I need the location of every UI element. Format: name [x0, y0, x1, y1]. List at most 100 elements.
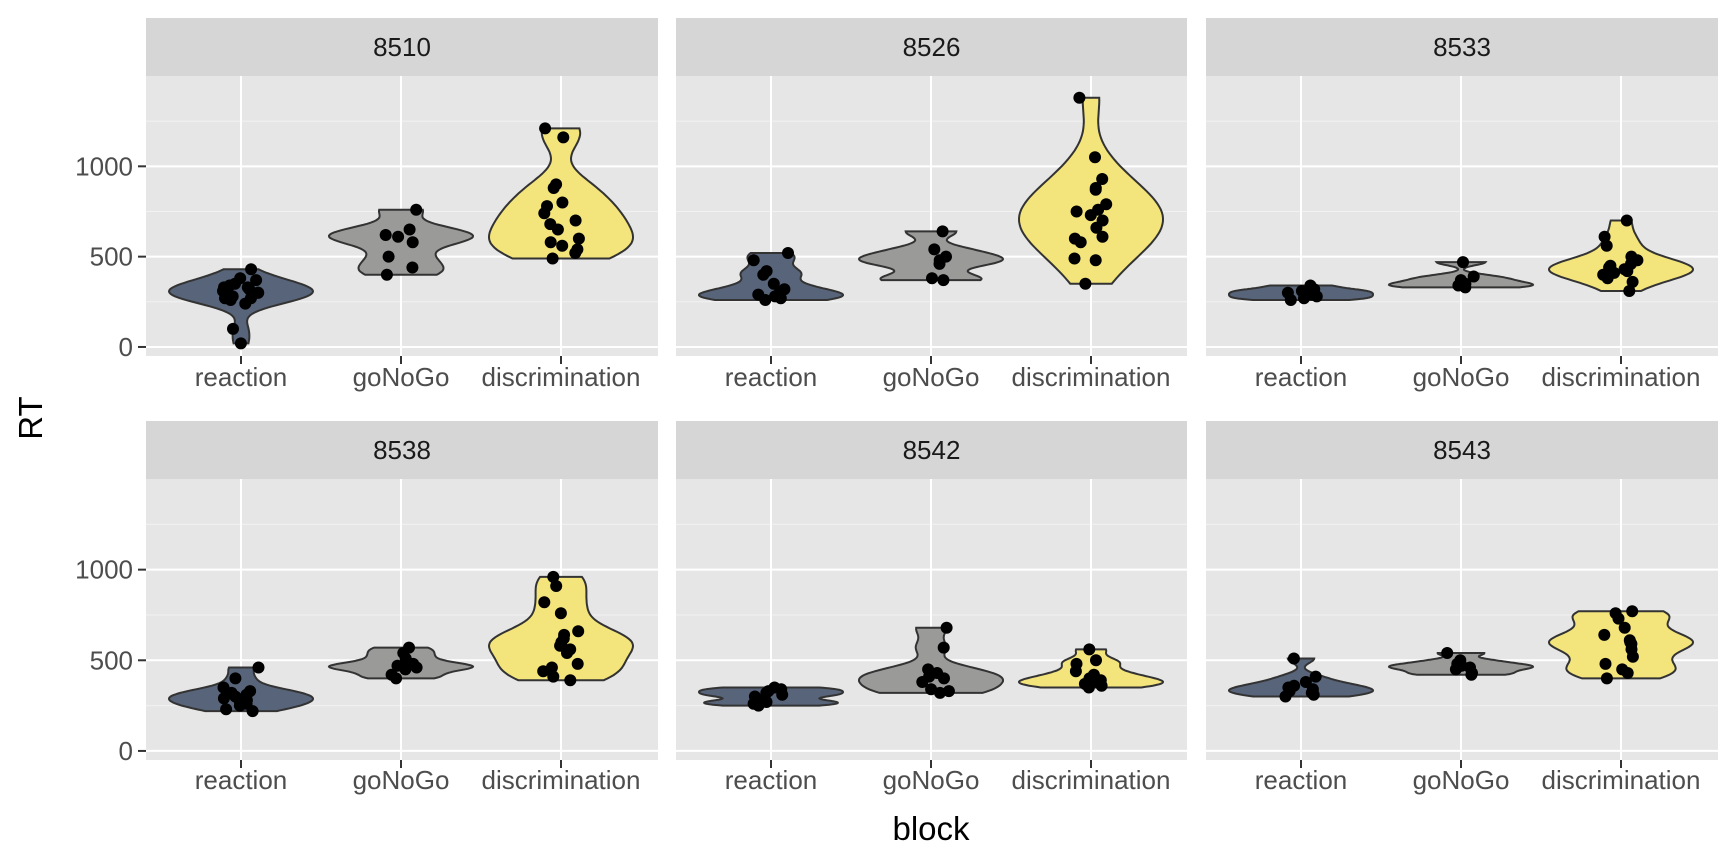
- data-point: [1467, 270, 1480, 283]
- data-point: [557, 131, 570, 144]
- data-point: [537, 665, 550, 678]
- data-point: [1465, 668, 1478, 681]
- data-point: [1626, 605, 1639, 618]
- data-point: [572, 232, 585, 245]
- data-point: [1070, 205, 1083, 218]
- y-tick-label: 1000: [75, 555, 133, 585]
- data-point: [1309, 670, 1322, 683]
- data-point: [390, 672, 403, 685]
- data-point: [1601, 272, 1614, 285]
- data-point: [1457, 256, 1469, 269]
- data-point: [241, 281, 254, 294]
- data-point: [938, 672, 950, 685]
- data-point: [403, 223, 416, 236]
- data-point: [547, 182, 560, 194]
- data-point: [933, 257, 946, 270]
- facet-strip: [676, 421, 1187, 479]
- data-point: [1626, 275, 1639, 288]
- x-axis-title: block: [892, 810, 970, 847]
- data-point: [550, 580, 563, 592]
- data-point: [1618, 621, 1631, 634]
- data-point: [1599, 657, 1612, 670]
- data-point: [245, 263, 258, 276]
- data-point: [410, 661, 423, 674]
- y-tick-label: 0: [119, 736, 133, 766]
- facet-panel: 8526 reaction goNoGo discrimination: [676, 18, 1187, 392]
- data-point: [937, 641, 950, 654]
- data-point: [564, 674, 577, 687]
- y-tick-label: 0: [119, 332, 133, 362]
- facet-strip: [1206, 18, 1718, 76]
- data-point: [782, 247, 794, 259]
- data-point: [406, 236, 419, 249]
- x-tick-label: goNoGo: [1413, 362, 1510, 392]
- data-point: [221, 288, 234, 301]
- y-tick-label: 500: [90, 645, 133, 675]
- violin-goNoGo: [857, 230, 1005, 282]
- x-tick-label: discrimination: [1012, 362, 1171, 392]
- x-tick-label: discrimination: [482, 765, 641, 795]
- data-point: [379, 229, 392, 241]
- facet-panel: 8510 0 500 1000 reaction goNoGo discrimination: [75, 18, 658, 392]
- facet-strip-label: 8542: [903, 435, 961, 465]
- data-point: [554, 607, 567, 620]
- x-tick-label: goNoGo: [1413, 765, 1510, 795]
- data-point: [1598, 628, 1611, 641]
- data-point: [936, 225, 949, 238]
- data-point: [937, 274, 950, 287]
- data-point: [1068, 252, 1081, 265]
- data-point: [1074, 236, 1087, 249]
- x-tick-label: goNoGo: [883, 362, 980, 392]
- data-point: [569, 214, 582, 227]
- data-point: [539, 122, 552, 135]
- data-point: [244, 292, 257, 305]
- data-point: [571, 657, 584, 670]
- data-point: [217, 692, 230, 705]
- violin-discrimination: [1017, 648, 1165, 689]
- data-point: [220, 703, 233, 716]
- data-point: [916, 676, 929, 688]
- data-point: [776, 688, 789, 701]
- x-tick-label: goNoGo: [883, 765, 980, 795]
- data-point: [233, 699, 246, 712]
- x-tick-label: goNoGo: [353, 362, 450, 392]
- data-point: [759, 294, 772, 306]
- facet-strip-label: 8526: [903, 32, 961, 62]
- data-point: [544, 236, 557, 249]
- data-point: [1612, 612, 1625, 625]
- data-point: [774, 292, 787, 305]
- data-point: [1073, 91, 1086, 104]
- data-point: [934, 686, 946, 699]
- data-point: [399, 663, 412, 676]
- data-point: [1598, 230, 1611, 243]
- data-point: [1620, 214, 1633, 227]
- violin-discrimination: [1547, 610, 1695, 680]
- data-point: [234, 272, 247, 285]
- x-tick-label: reaction: [195, 765, 288, 795]
- x-tick-label: reaction: [725, 765, 818, 795]
- data-point: [546, 252, 559, 265]
- facet-strip-label: 8533: [1433, 32, 1491, 62]
- x-tick-label: reaction: [725, 362, 818, 392]
- facet-strip: [146, 18, 658, 76]
- facet-panel: 8543 reaction goNoGo discrimination: [1206, 421, 1718, 795]
- data-point: [1084, 209, 1097, 222]
- data-point: [410, 203, 423, 216]
- y-tick-label: 1000: [75, 151, 133, 181]
- violin-reaction: [697, 252, 845, 301]
- violin-reaction: [1228, 657, 1374, 698]
- facet-strip: [146, 421, 658, 479]
- violin-goNoGo: [858, 626, 1004, 694]
- y-tick-label: 500: [90, 242, 133, 272]
- data-point: [1083, 643, 1096, 656]
- data-point: [252, 661, 265, 674]
- facet-strip-label: 8543: [1433, 435, 1491, 465]
- facet-strip-label: 8510: [373, 32, 431, 62]
- data-point: [1621, 265, 1634, 278]
- data-point: [234, 337, 247, 350]
- data-point: [572, 625, 585, 638]
- data-point: [1621, 667, 1634, 679]
- x-tick-label: reaction: [1255, 765, 1348, 795]
- data-point: [1298, 292, 1310, 305]
